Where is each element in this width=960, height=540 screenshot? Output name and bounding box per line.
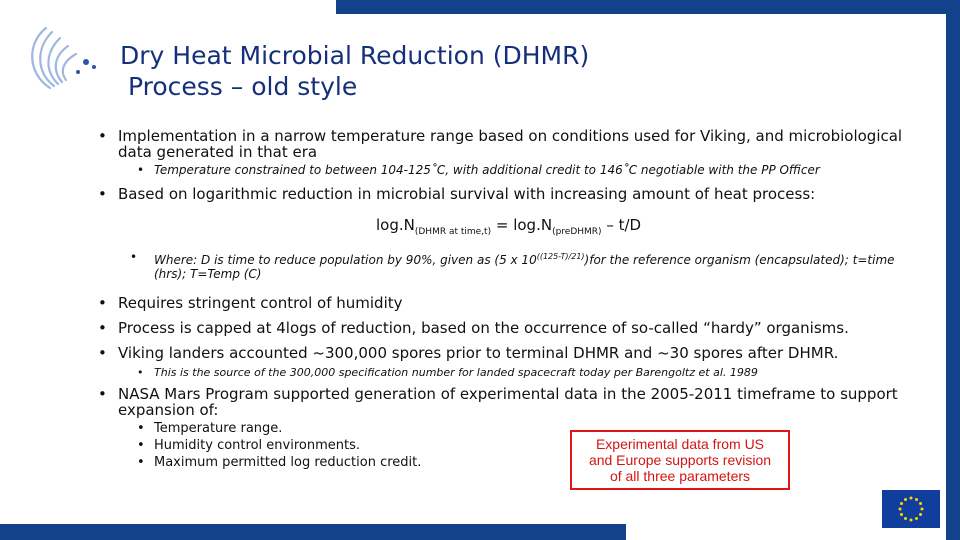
flag-star (915, 517, 918, 521)
bullet-text: Based on logarithmic reduction in microb… (118, 185, 816, 203)
sub-bullet-item: • Maximum permitted log reduction credit… (137, 455, 422, 471)
where-text: Where: D is time to reduce population by… (154, 253, 537, 267)
bullet-text-line-1: Implementation in a narrow temperature r… (118, 127, 903, 145)
bullet-marker: • (137, 163, 145, 177)
bullet-marker: • (137, 366, 144, 379)
callout-box: Experimental data from US and Europe sup… (570, 430, 790, 490)
callout-line-2: and Europe supports revision (588, 452, 772, 468)
bullet-marker: • (137, 438, 145, 453)
sub-bullet-text: This is the source of the 300,000 specif… (154, 366, 758, 379)
bullet-marker: • (98, 385, 107, 403)
bullet-text: Viking landers accounted ~300,000 spores… (118, 344, 839, 362)
reduction-formula: log.N(DHMR at time,t) = log.N(preDHMR) –… (376, 216, 641, 241)
bullet-marker: • (130, 250, 138, 264)
bullet-log-reduction: • Based on logarithmic reduction in micr… (98, 185, 816, 203)
formula-text: – t/D (601, 216, 642, 234)
bullet-cap: • Process is capped at 4logs of reductio… (98, 319, 849, 337)
where-text-line-2: (hrs); T=Temp (C) (154, 267, 262, 281)
sub-bullet-text: Humidity control environments. (154, 438, 360, 453)
callout-line-1: Experimental data from US (595, 436, 765, 452)
bullet-nasa-program: • NASA Mars Program supported generation… (98, 385, 898, 419)
bullet-viking: • Viking landers accounted ~300,000 spor… (98, 344, 839, 362)
bullet-marker: • (98, 294, 107, 312)
flag-star (920, 507, 924, 511)
flag-star (915, 497, 918, 501)
eu-flag-icon (882, 490, 940, 528)
title-line-1: Dry Heat Microbial Reduction (DHMR) (120, 41, 590, 70)
formula-text: log.N (376, 216, 415, 234)
bullet-text: Requires stringent control of humidity (118, 294, 403, 312)
sub-bullet-temperature: • Temperature constrained to between 104… (137, 163, 820, 177)
bullet-text-line-1: NASA Mars Program supported generation o… (118, 385, 898, 403)
right-banner-bar (946, 0, 960, 540)
bullet-marker: • (98, 127, 107, 145)
bottom-banner-bar (0, 524, 626, 540)
flag-star (899, 513, 903, 516)
where-text: )for the reference organism (encapsulate… (584, 253, 895, 267)
sub-bullet-text: Temperature range. (154, 421, 283, 436)
sub-bullet-text: Temperature constrained to between 104-1… (154, 163, 820, 177)
sub-bullet-text: Maximum permitted log reduction credit. (154, 455, 422, 470)
sub-bullet-specification: • This is the source of the 300,000 spec… (137, 366, 758, 379)
where-superscript: ((125-T)/21) (536, 252, 585, 261)
bullet-text-line-2: expansion of: (118, 401, 219, 419)
formula-subscript: (preDHMR) (552, 227, 602, 237)
flag-star (899, 502, 903, 505)
flag-star (909, 496, 913, 500)
sub-bullet-item: • Humidity control environments. (137, 438, 360, 454)
flag-star (904, 497, 907, 501)
bullet-text: Process is capped at 4logs of reduction,… (118, 319, 849, 337)
formula-subscript: (DHMR at time,t) (414, 227, 492, 237)
bullet-marker: • (98, 319, 107, 337)
bullet-marker: • (137, 421, 145, 436)
bullet-marker: • (137, 455, 145, 470)
bullet-humidity: • Requires stringent control of humidity (98, 294, 403, 312)
bullet-implementation: • Implementation in a narrow temperature… (98, 127, 903, 161)
sub-bullet-item: • Temperature range. (137, 421, 283, 437)
formula-text: = log.N (491, 216, 553, 234)
sub-bullet-where: • Where: D is time to reduce population … (130, 250, 895, 281)
flag-star (898, 507, 902, 511)
flag-star (909, 518, 913, 522)
flag-star (919, 513, 923, 516)
title-line-2: Process – old style (128, 72, 358, 101)
flag-star (904, 517, 907, 521)
bullet-text-line-2: data generated in that era (118, 143, 318, 161)
bullet-marker: • (98, 344, 107, 362)
agency-logo-icon (31, 26, 96, 90)
top-banner-bar (336, 0, 960, 14)
bullet-marker: • (98, 185, 107, 203)
callout-line-3: of all three parameters (609, 468, 751, 484)
page-title: Dry Heat Microbial Reduction (DHMR) Proc… (120, 40, 589, 102)
flag-star (919, 502, 923, 505)
